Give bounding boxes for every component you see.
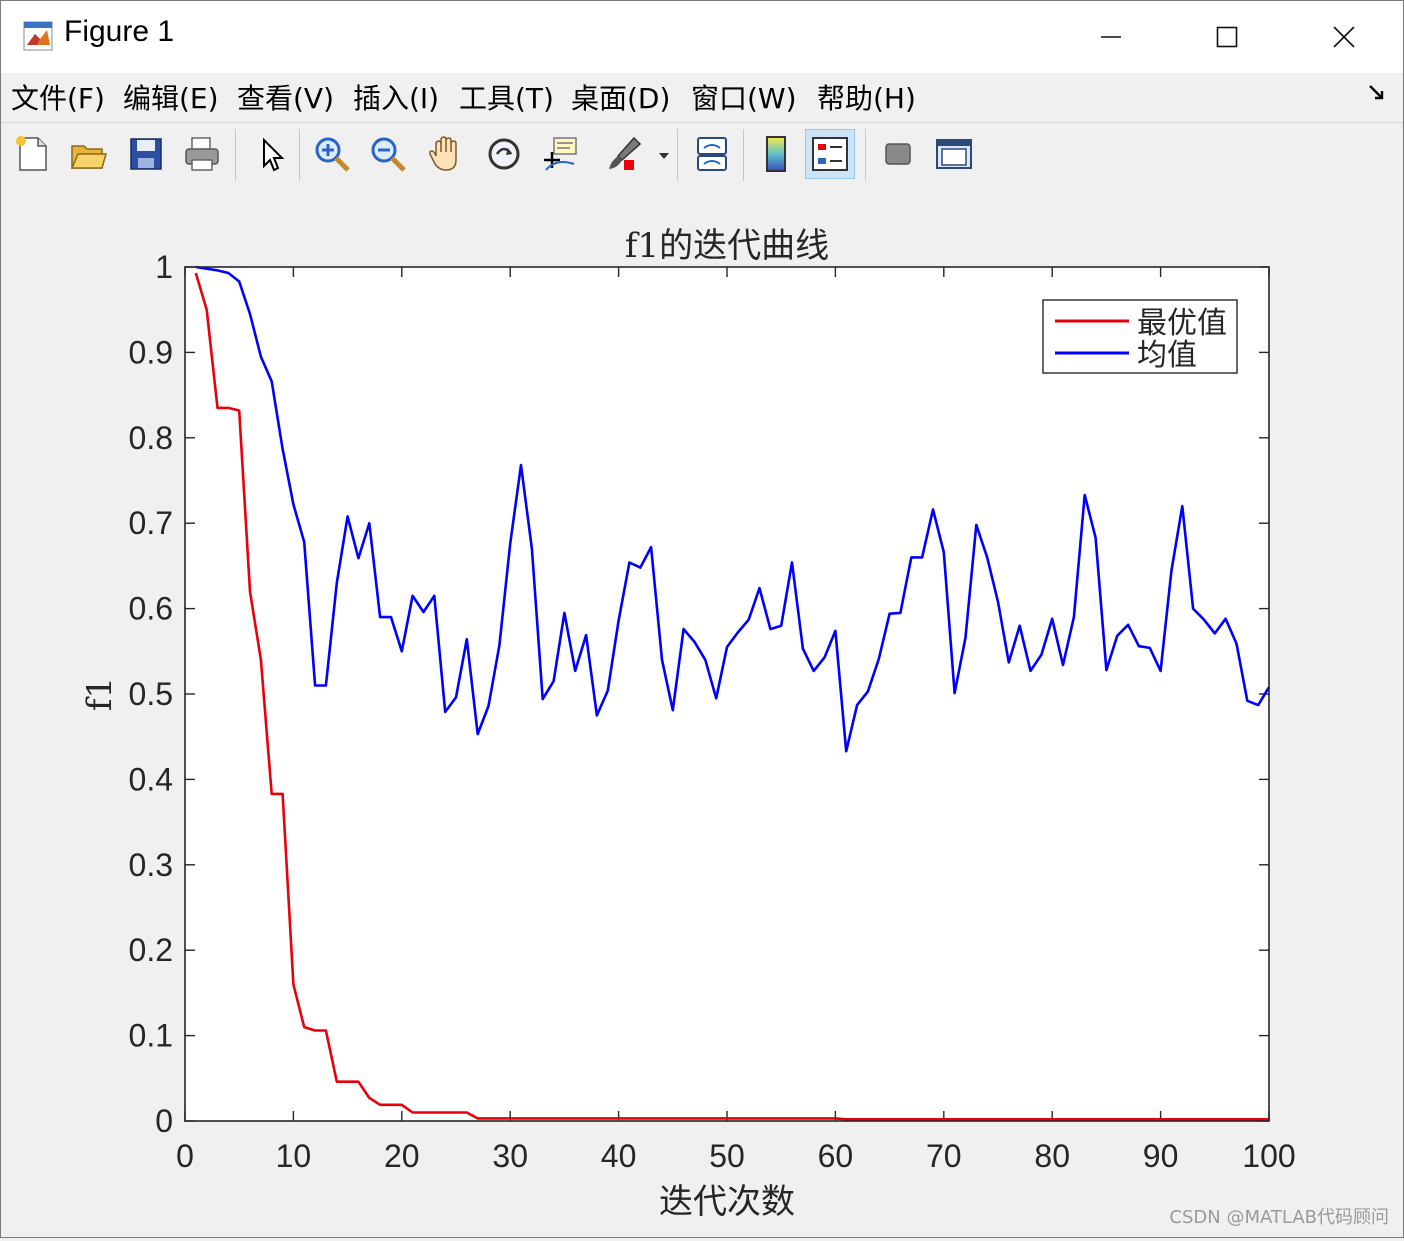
colorbar-icon bbox=[766, 136, 786, 172]
zoom-in-button[interactable] bbox=[307, 129, 357, 179]
open-file-icon bbox=[70, 145, 107, 169]
rotate-3d-icon bbox=[488, 138, 520, 170]
toolbar-separator bbox=[677, 129, 678, 181]
menu-window[interactable]: 窗口(W) bbox=[691, 82, 797, 115]
x-tick-label: 60 bbox=[818, 1138, 854, 1174]
x-tick-label: 40 bbox=[601, 1138, 637, 1174]
y-tick-label: 0.6 bbox=[129, 591, 173, 627]
menu-view[interactable]: 查看(V) bbox=[237, 82, 335, 115]
edit-plot-button[interactable] bbox=[245, 129, 295, 179]
maximize-icon bbox=[1216, 26, 1238, 48]
menu-edit[interactable]: 编辑(E) bbox=[123, 82, 219, 115]
menu-bar: 文件(F) 编辑(E) 查看(V) 插入(I) 工具(T) 桌面(D) 窗口(W… bbox=[1, 73, 1403, 121]
save-icon bbox=[130, 138, 162, 170]
legend-box bbox=[1042, 299, 1238, 374]
link-plot-icon bbox=[697, 137, 727, 171]
y-tick-label: 0.3 bbox=[129, 847, 173, 883]
brush-icon bbox=[609, 136, 642, 170]
toolbar-separator bbox=[235, 129, 236, 181]
x-tick-label: 100 bbox=[1242, 1138, 1295, 1174]
matlab-logo-icon bbox=[23, 21, 53, 51]
y-tick-label: 0.1 bbox=[129, 1018, 173, 1054]
data-cursor-icon bbox=[544, 137, 577, 171]
y-tick-label: 0.4 bbox=[129, 761, 173, 797]
best-value-line bbox=[194, 272, 1269, 1121]
y-tick-label: 0.8 bbox=[129, 420, 173, 456]
chart-title: f1的迭代曲线 bbox=[625, 226, 829, 266]
y-tick-label: 0 bbox=[155, 1103, 173, 1139]
zoom-out-button[interactable] bbox=[363, 129, 413, 179]
mean-value-line bbox=[195, 265, 1271, 753]
x-tick-label: 0 bbox=[176, 1138, 194, 1174]
maximize-button[interactable] bbox=[1199, 9, 1255, 65]
toolbar-separator bbox=[299, 129, 300, 181]
plot-area bbox=[185, 267, 1269, 1121]
y-tick-label: 0.2 bbox=[129, 932, 173, 968]
zoom-in-icon bbox=[315, 137, 350, 172]
open-file-button[interactable] bbox=[63, 129, 113, 179]
dock-arrow-icon[interactable] bbox=[1367, 83, 1389, 105]
y-tick-label: 1 bbox=[155, 249, 173, 285]
link-plot-button[interactable] bbox=[687, 129, 737, 179]
watermark: CSDN @MATLAB代码顾问 bbox=[1169, 1207, 1389, 1228]
new-figure-icon bbox=[16, 136, 47, 171]
y-tick-label: 0.7 bbox=[129, 505, 173, 541]
zoom-out-icon bbox=[371, 137, 406, 172]
close-icon bbox=[1333, 26, 1355, 48]
legend-icon bbox=[812, 137, 848, 171]
hide-plot-tools-button[interactable] bbox=[873, 129, 923, 179]
x-axis-label: 迭代次数 bbox=[659, 1182, 795, 1222]
y-tick-label: 0.9 bbox=[129, 334, 173, 370]
axes-box bbox=[184, 266, 1270, 1122]
data-cursor-button[interactable] bbox=[535, 129, 585, 179]
legend-label-mean: 均值 bbox=[1137, 338, 1197, 373]
menu-help[interactable]: 帮助(H) bbox=[817, 82, 916, 115]
legend-label-best: 最优值 bbox=[1137, 306, 1227, 341]
legend-button[interactable] bbox=[805, 129, 855, 179]
y-tick-label: 0.5 bbox=[129, 676, 173, 712]
figure-canvas: 0 10 20 30 40 50 60 70 80 90 100 0 0.1 0.2 0.3 0.4 0.5 0.… bbox=[1, 187, 1403, 1237]
rotate-3d-button[interactable] bbox=[479, 129, 529, 179]
brush-button[interactable] bbox=[599, 129, 649, 179]
pan-hand-icon bbox=[429, 136, 457, 171]
x-tick-label: 80 bbox=[1034, 1138, 1070, 1174]
hide-plot-tools-icon bbox=[885, 143, 911, 165]
colorbar-button[interactable] bbox=[751, 129, 801, 179]
show-plot-tools-icon bbox=[936, 139, 972, 169]
title-bar: Figure 1 bbox=[1, 1, 1403, 73]
menu-insert[interactable]: 插入(I) bbox=[353, 82, 440, 115]
print-icon bbox=[185, 137, 219, 171]
x-tick-label: 20 bbox=[384, 1138, 420, 1174]
minimize-icon bbox=[1101, 36, 1121, 38]
print-button[interactable] bbox=[177, 129, 227, 179]
x-tick-label: 30 bbox=[492, 1138, 528, 1174]
show-plot-tools-button[interactable] bbox=[929, 129, 979, 179]
menu-file[interactable]: 文件(F) bbox=[11, 82, 105, 115]
x-tick-label: 10 bbox=[276, 1138, 312, 1174]
line-chart: 0 10 20 30 40 50 60 70 80 90 100 0 0.1 0.2 0.3 0.4 0.5 0.… bbox=[80, 226, 1296, 1222]
close-button[interactable] bbox=[1316, 9, 1372, 65]
save-button[interactable] bbox=[121, 129, 171, 179]
pointer-icon bbox=[263, 137, 285, 172]
toolbar-separator bbox=[743, 129, 744, 181]
y-axis-label: f1 bbox=[80, 677, 120, 711]
figure-toolbar bbox=[1, 122, 1403, 188]
chevron-down-icon[interactable] bbox=[657, 151, 671, 161]
window-title: Figure 1 bbox=[64, 15, 175, 48]
pan-button[interactable] bbox=[421, 129, 471, 179]
x-tick-label: 70 bbox=[926, 1138, 962, 1174]
menu-tools[interactable]: 工具(T) bbox=[459, 82, 554, 115]
toolbar-separator bbox=[865, 129, 866, 181]
x-tick-label: 50 bbox=[709, 1138, 745, 1174]
menu-desktop[interactable]: 桌面(D) bbox=[571, 82, 671, 115]
new-figure-button[interactable] bbox=[7, 129, 57, 179]
legend[interactable]: 最优值 均值 bbox=[1042, 299, 1238, 374]
minimize-button[interactable] bbox=[1083, 9, 1139, 65]
x-tick-label: 90 bbox=[1143, 1138, 1179, 1174]
